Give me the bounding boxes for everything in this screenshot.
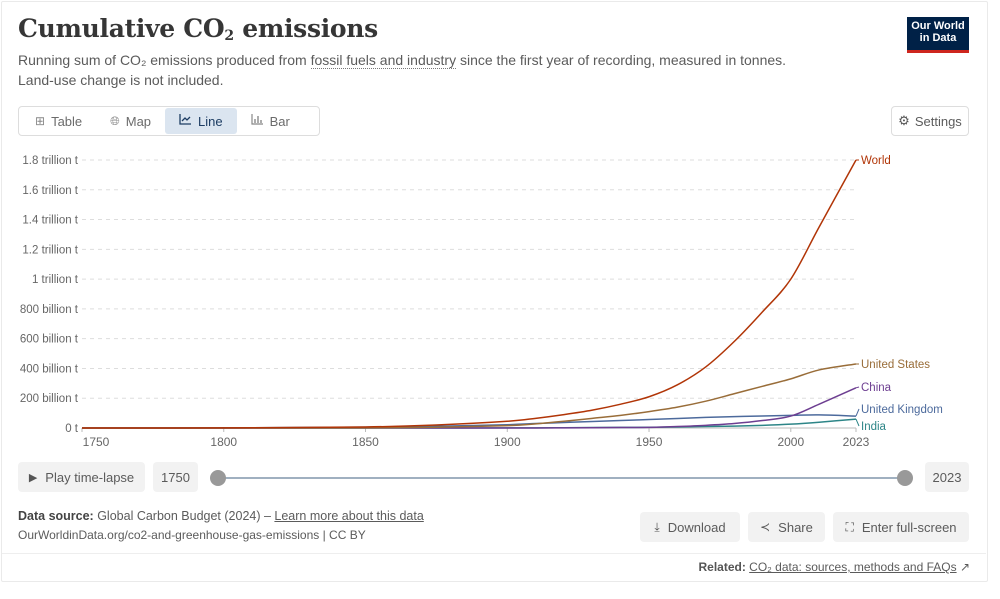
tab-map[interactable]: 🌐︎ Map — [110, 113, 152, 129]
related-link-row: Related: CO₂ data: sources, methods and … — [698, 560, 970, 574]
footer-divider — [2, 553, 986, 554]
learn-more-link[interactable]: Learn more about this data — [274, 509, 424, 523]
fullscreen-button[interactable]: ⛶ Enter full-screen — [833, 512, 969, 542]
y-tick-label: 400 billion t — [20, 363, 79, 375]
x-tick-label: 1850 — [352, 435, 379, 449]
settings-button[interactable]: ⚙ Settings — [891, 106, 969, 136]
gear-icon: ⚙ — [898, 113, 910, 128]
y-tick-label: 800 billion t — [20, 304, 79, 316]
tab-table[interactable]: ⊞ Table — [35, 113, 83, 129]
tab-bar[interactable]: Bar — [237, 108, 304, 134]
line-chart: 0 t 200 billion t 400 billion t 600 billion… — [20, 155, 943, 449]
x-tick-label: 2000 — [777, 435, 804, 449]
expand-icon: ⛶ — [845, 519, 854, 534]
y-tick-label: 1.4 trillion t — [22, 215, 78, 227]
series-line-united-states[interactable] — [81, 363, 857, 429]
globe-icon: 🌐︎ — [110, 113, 120, 128]
x-tick-label: 1750 — [83, 435, 110, 449]
owid-logo[interactable]: Our World in Data — [907, 17, 969, 53]
series-label-united-states[interactable]: United States — [861, 359, 930, 371]
x-tick-label: 2023 — [843, 435, 870, 449]
bar-chart-icon — [251, 114, 264, 128]
series-label-china[interactable]: China — [861, 382, 892, 394]
page-title: Cumulative CO2 emissions — [18, 14, 378, 44]
tab-line[interactable]: Line — [165, 108, 237, 134]
y-tick-label: 200 billion t — [20, 393, 79, 405]
x-tick-label: 1900 — [494, 435, 521, 449]
data-source: Data source: Global Carbon Budget (2024)… — [18, 509, 424, 523]
timeline-start-handle[interactable] — [210, 470, 226, 486]
series-line-world[interactable] — [81, 159, 857, 429]
start-year-box[interactable]: 1750 — [153, 462, 198, 492]
timeline-slider-track[interactable] — [218, 477, 905, 479]
chart-subtitle: Running sum of CO₂ emissions produced fr… — [18, 52, 787, 88]
series-label-united-kingdom[interactable]: United Kingdom — [861, 404, 943, 416]
y-tick-label: 0 t — [65, 423, 79, 435]
play-timelapse-button[interactable]: ▶ Play time-lapse — [18, 462, 145, 492]
series-label-world[interactable]: World — [861, 155, 891, 167]
chart-type-tabs: ⊞ Table 🌐︎ Map Line Bar — [18, 106, 320, 136]
y-tick-label: 1.8 trillion t — [22, 155, 78, 167]
related-faq-link[interactable]: CO₂ data: sources, methods and FAQs — [749, 560, 957, 574]
x-tick-label: 1800 — [210, 435, 237, 449]
end-year-box[interactable]: 2023 — [925, 462, 969, 492]
line-chart-icon — [179, 114, 192, 128]
timeline-end-handle[interactable] — [897, 470, 913, 486]
y-tick-label: 600 billion t — [20, 334, 79, 346]
series-label-india[interactable]: India — [861, 421, 887, 433]
series-label-connector — [855, 408, 860, 417]
play-icon: ▶ — [28, 471, 38, 484]
y-tick-label: 1.6 trillion t — [22, 185, 78, 197]
series-label-connector — [855, 418, 860, 427]
download-icon: ⤓ — [654, 519, 660, 534]
download-button[interactable]: ⤓ Download — [640, 512, 740, 542]
series-label-connector — [855, 386, 860, 389]
y-tick-label: 1 trillion t — [32, 274, 79, 286]
chart-origin-url: OurWorldinData.org/co2-and-greenhouse-ga… — [18, 528, 366, 542]
x-tick-label: 1950 — [636, 435, 663, 449]
share-icon: ≺ — [760, 520, 771, 534]
share-button[interactable]: ≺ Share — [748, 512, 825, 542]
external-link-icon: ↗ — [959, 560, 970, 574]
series-line-china[interactable] — [81, 387, 857, 429]
table-icon: ⊞ — [35, 114, 46, 128]
y-tick-label: 1.2 trillion t — [22, 244, 78, 256]
fossil-fuels-definition-link[interactable]: fossil fuels and industry — [310, 52, 457, 69]
